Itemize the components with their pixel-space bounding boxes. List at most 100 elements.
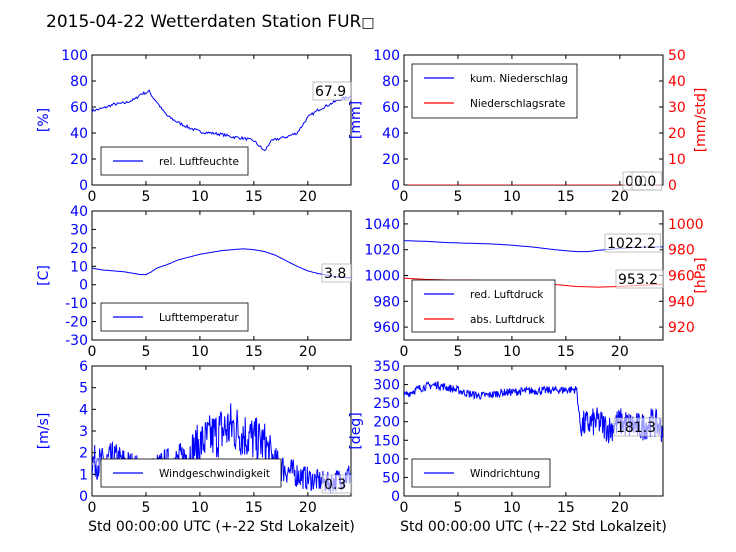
y-tick-label: 350 [373, 359, 400, 375]
legend-entry: Niederschlagsrate [470, 98, 565, 110]
y-tick-label: 6 [79, 359, 88, 375]
y-axis-label: [m/s] [36, 413, 52, 450]
y-tick-label: -20 [65, 315, 88, 331]
y-axis-label-right: [hPa] [693, 257, 709, 293]
y-tick-label: 5 [79, 381, 88, 397]
series-line-wind_speed-0 [92, 403, 351, 494]
y-tick-label: 30 [70, 222, 88, 238]
y-tick-label: 0 [79, 489, 88, 505]
annotation-box [312, 81, 352, 101]
series-line-humidity-0 [92, 89, 351, 152]
y-tick-label: 20 [70, 241, 88, 257]
x-tick-label: 10 [503, 344, 521, 360]
x-tick-label: 10 [503, 189, 521, 205]
annotation-label: 953.2 [618, 272, 658, 288]
x-tick-label: 20 [611, 500, 629, 516]
x-tick-label: 0 [400, 500, 409, 516]
y-tick-label-right: 50 [668, 48, 686, 64]
y-tick-label: 1020 [364, 243, 400, 259]
x-tick-label: 5 [141, 344, 150, 360]
y-tick-label: 960 [373, 320, 400, 336]
chart-temperature: 0 5 10 15 20 -30 -20 -10 0 10 20 30 40 [C] Lufttempera… [36, 204, 353, 360]
chart-precip: 0 5 10 15 20 0 20 40 60 80 100 0 10 20 30 40 50 [mm] [mm/s… [348, 48, 709, 205]
y-tick-label: 40 [70, 126, 88, 142]
x-tick-label: 10 [191, 189, 209, 205]
x-tick-label: 20 [299, 344, 317, 360]
x-tick-label: 0 [400, 344, 409, 360]
legend-entry: Windrichtung [470, 468, 540, 480]
annotation-box [321, 263, 353, 283]
legend-entry: kum. Niederschlag [470, 73, 568, 85]
chart-wind_speed: 0 5 10 15 20 0 1 2 3 4 5 6 [m/s] Std 00:00:00 UTC (+-… [36, 359, 355, 535]
y-tick-label-right: 10 [668, 152, 686, 168]
y-tick-label: 10 [70, 259, 88, 275]
legend-entry: abs. Luftdruck [470, 314, 546, 326]
x-tick-label: 10 [503, 500, 521, 516]
annotation-label: 181.3 [616, 420, 656, 436]
y-tick-label: 1040 [364, 217, 400, 233]
annotation-label: 67.9 [315, 84, 346, 100]
annotation-box [604, 233, 661, 253]
x-tick-label: 15 [245, 500, 263, 516]
y-tick-label: 60 [70, 100, 88, 116]
x-tick-label: 5 [453, 500, 462, 516]
y-tick-label-right: 1000 [668, 217, 704, 233]
legend-entry: Lufttemperatur [159, 312, 239, 324]
y-axis-label: [%] [36, 108, 52, 132]
y-tick-label: 980 [373, 294, 400, 310]
y-tick-label: 3 [79, 424, 88, 440]
x-tick-label: 20 [299, 500, 317, 516]
x-tick-label: 20 [611, 344, 629, 360]
y-tick-label: 40 [382, 126, 400, 142]
annotation-label: 3.8 [324, 266, 346, 282]
y-tick-label: 20 [70, 152, 88, 168]
x-axis-label: Std 00:00:00 UTC (+-22 Std Lokalzeit) [400, 519, 667, 535]
x-tick-label: 0 [88, 344, 97, 360]
series-line-wind_dir-0 [404, 381, 663, 444]
y-tick-label: 80 [70, 74, 88, 90]
legend-entry: rel. Luftfeuchte [159, 156, 239, 168]
y-tick-label-right: 30 [668, 100, 686, 116]
y-tick-label-right: 920 [668, 320, 695, 336]
y-axis-label-right: [mm/std] [693, 88, 709, 153]
x-tick-label: 20 [611, 189, 629, 205]
y-tick-label: 0 [391, 489, 400, 505]
figure-title-text: 2015-04-22 Wetterdaten Station FUR [46, 12, 362, 32]
x-tick-label: 10 [191, 344, 209, 360]
y-tick-label: -30 [65, 333, 88, 349]
x-tick-label: 0 [88, 189, 97, 205]
y-tick-label: 1000 [364, 269, 400, 285]
y-tick-label: 300 [373, 378, 400, 394]
legend-entry: red. Luftdruck [470, 289, 544, 301]
legend-entry: Windgeschwindigkeit [159, 468, 270, 480]
x-tick-label: 5 [453, 189, 462, 205]
y-tick-label: 0 [79, 278, 88, 294]
x-tick-label: 5 [453, 344, 462, 360]
annotation-label: 0.3 [324, 477, 346, 493]
y-tick-label: 2 [79, 446, 88, 462]
y-tick-label: 100 [373, 452, 400, 468]
annotation-label: 0.0 [634, 174, 656, 190]
y-axis-label: [deg] [348, 412, 364, 449]
annotation-box [613, 417, 662, 437]
y-tick-label: 100 [61, 48, 88, 64]
x-tick-label: 0 [88, 500, 97, 516]
legend-box [411, 279, 556, 333]
y-tick-label: 40 [70, 204, 88, 220]
y-tick-label: 250 [373, 396, 400, 412]
x-tick-label: 20 [299, 189, 317, 205]
x-tick-label: 15 [245, 344, 263, 360]
annotation-box [321, 474, 353, 494]
y-tick-label: 50 [382, 470, 400, 486]
y-tick-label-right: 960 [668, 269, 695, 285]
y-tick-label-right: 0 [668, 178, 677, 194]
y-tick-label: 60 [382, 100, 400, 116]
chart-pressure: 0 5 10 15 20 960 980 1000 1020 1040 920 940 960 980 10… [364, 210, 709, 360]
y-tick-label-right: 40 [668, 74, 686, 90]
y-tick-label: 0 [391, 178, 400, 194]
y-tick-label: 200 [373, 415, 400, 431]
annotation-box [631, 171, 663, 191]
annotation-label: 1022.2 [607, 236, 656, 252]
x-tick-label: 15 [557, 344, 575, 360]
